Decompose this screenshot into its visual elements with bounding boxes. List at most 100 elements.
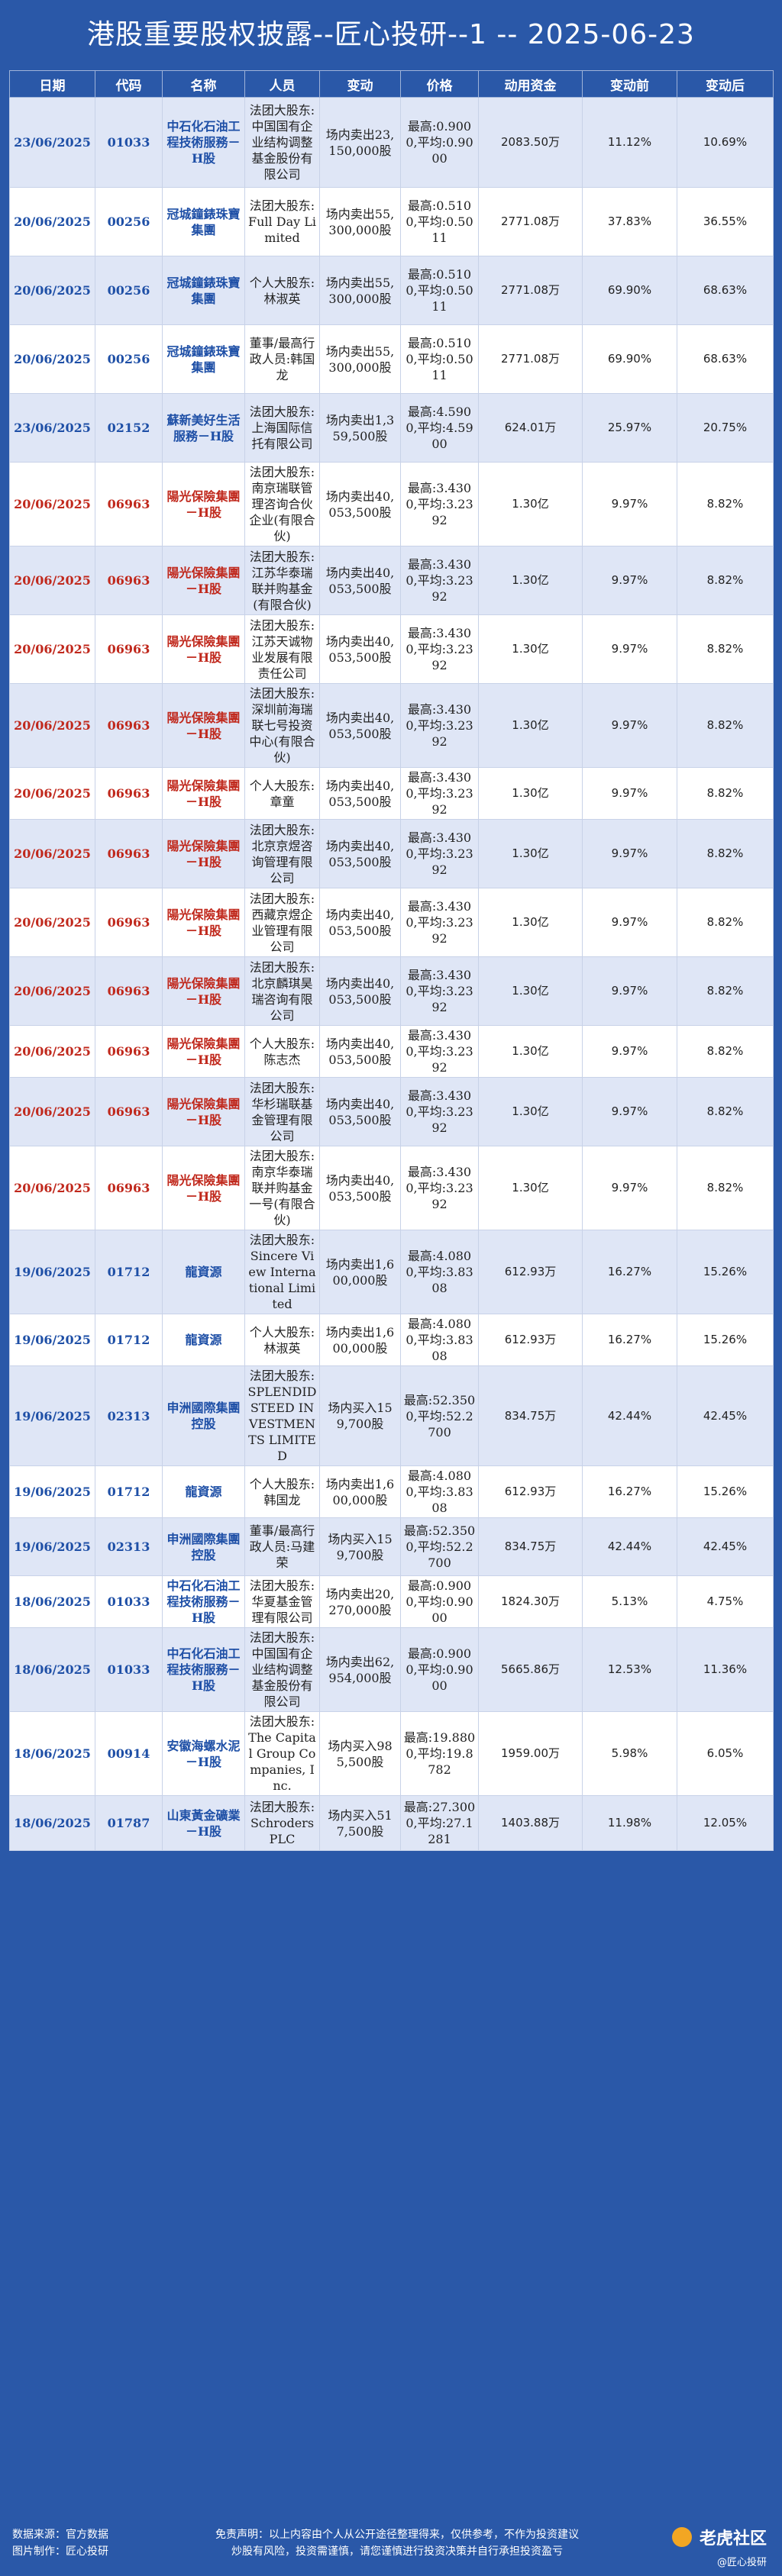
header-funds: 动用资金: [478, 70, 583, 98]
footer-credits: 数据来源：官方数据 图片制作：匠心投研: [12, 2526, 108, 2560]
cell-code: 00914: [95, 1711, 163, 1796]
cell-person: 法团大股东:深圳前海瑞联七号投资中心(有限合伙): [244, 683, 320, 768]
table-row: 19/06/2025 02313 申洲國際集團控股 董事/最高行政人员:马建荣 场内买入…: [9, 1517, 774, 1576]
cell-after: 6.05%: [677, 1711, 774, 1796]
table-row: 20/06/2025 06963 陽光保險集團－H股 法团大股东:北京京煜咨询管理有限…: [9, 819, 774, 888]
cell-funds: 1.30亿: [478, 1025, 583, 1078]
table-row: 23/06/2025 01033 中石化石油工程技術服務－H股 法团大股东:中国国有企…: [9, 97, 774, 188]
cell-person: 董事/最高行政人员:马建荣: [244, 1517, 320, 1576]
cell-after: 36.55%: [677, 187, 774, 256]
table-row: 18/06/2025 01033 中石化石油工程技術服務－H股 法团大股东:华夏基金管…: [9, 1575, 774, 1628]
cell-person: 法团大股东:华夏基金管理有限公司: [244, 1575, 320, 1628]
header-code: 代码: [95, 70, 163, 98]
header-change: 变动: [319, 70, 401, 98]
cell-funds: 1.30亿: [478, 1077, 583, 1146]
cell-date: 19/06/2025: [9, 1230, 95, 1314]
cell-code: 02313: [95, 1517, 163, 1576]
cell-funds: 1403.88万: [478, 1795, 583, 1851]
cell-code: 06963: [95, 1025, 163, 1078]
cell-name: 陽光保險集團－H股: [162, 1077, 245, 1146]
table-row: 20/06/2025 06963 陽光保險集團－H股 法团大股东:深圳前海瑞联七号投资…: [9, 683, 774, 768]
disclosure-table: 日期 代码 名称 人员 变动 价格 动用资金 变动前 变动后 23/06/202…: [9, 70, 774, 1851]
logo-text: 老虎社区: [699, 2529, 767, 2549]
cell-funds: 1.30亿: [478, 462, 583, 546]
table-row: 18/06/2025 00914 安徽海螺水泥－H股 法团大股东:The Capita…: [9, 1711, 774, 1796]
cell-price: 最高:0.5100,平均:0.5011: [400, 256, 479, 325]
table-row: 19/06/2025 02313 申洲國際集團控股 法团大股东:SPLENDID ST…: [9, 1365, 774, 1466]
cell-date: 20/06/2025: [9, 462, 95, 546]
footer-disclaimer: 免责声明：以上内容由个人从公开途径整理得来，仅供参考，不作为投资建议 炒股有风险…: [183, 2526, 611, 2560]
table-header-row: 日期 代码 名称 人员 变动 价格 动用资金 变动前 变动后: [9, 70, 774, 98]
cell-person: 个人大股东:章童: [244, 767, 320, 820]
cell-date: 20/06/2025: [9, 324, 95, 394]
cell-name: 蘇新美好生活服務－H股: [162, 393, 245, 463]
cell-name: 陽光保險集團－H股: [162, 1025, 245, 1078]
cell-before: 9.97%: [582, 956, 677, 1026]
cell-change: 场内卖出20,270,000股: [319, 1575, 401, 1628]
table-row: 19/06/2025 01712 龍資源 个人大股东:韩国龙 场内卖出1,600,000…: [9, 1465, 774, 1518]
table-row: 20/06/2025 06963 陽光保險集團－H股 法团大股东:江苏天诚物业发展有限…: [9, 614, 774, 684]
cell-name: 陽光保險集團－H股: [162, 546, 245, 615]
cell-person: 个人大股东:林淑英: [244, 256, 320, 325]
cell-funds: 2083.50万: [478, 97, 583, 188]
cell-before: 69.90%: [582, 324, 677, 394]
cell-funds: 1.30亿: [478, 888, 583, 957]
table-row: 20/06/2025 06963 陽光保險集團－H股 法团大股东:南京华泰瑞联并购基金…: [9, 1146, 774, 1230]
cell-price: 最高:0.9000,平均:0.9000: [400, 97, 479, 188]
cell-name: 龍資源: [162, 1314, 245, 1366]
cell-before: 9.97%: [582, 614, 677, 684]
cell-name: 陽光保險集團－H股: [162, 956, 245, 1026]
cell-code: 01033: [95, 1575, 163, 1628]
cell-code: 06963: [95, 462, 163, 546]
cell-price: 最高:0.5100,平均:0.5011: [400, 187, 479, 256]
table-row: 20/06/2025 00256 冠城鐘錶珠寶集團 董事/最高行政人员:韩国龙 场内卖出…: [9, 324, 774, 394]
cell-funds: 1.30亿: [478, 956, 583, 1026]
cell-code: 00256: [95, 187, 163, 256]
cell-funds: 1.30亿: [478, 614, 583, 684]
cell-code: 06963: [95, 683, 163, 768]
cell-person: 个人大股东:林淑英: [244, 1314, 320, 1366]
cell-funds: 2771.08万: [478, 256, 583, 325]
cell-after: 8.82%: [677, 462, 774, 546]
cell-price: 最高:3.4300,平均:3.2392: [400, 462, 479, 546]
cell-code: 00256: [95, 256, 163, 325]
cell-after: 8.82%: [677, 1146, 774, 1230]
cell-price: 最高:3.4300,平均:3.2392: [400, 819, 479, 888]
footer-logo: 老虎社区 @匠心投研: [671, 2525, 767, 2568]
cell-person: 法团大股东:Sincere View International Limited: [244, 1230, 320, 1314]
cell-name: 陽光保險集團－H股: [162, 819, 245, 888]
table-row: 20/06/2025 06963 陽光保險集團－H股 个人大股东:章童 场内卖出40,0…: [9, 767, 774, 820]
cell-date: 18/06/2025: [9, 1627, 95, 1712]
logo-sub: @匠心投研: [716, 2557, 767, 2568]
cell-code: 01787: [95, 1795, 163, 1851]
cell-funds: 2771.08万: [478, 324, 583, 394]
cell-before: 5.98%: [582, 1711, 677, 1796]
cell-code: 02313: [95, 1365, 163, 1466]
cell-date: 20/06/2025: [9, 1077, 95, 1146]
cell-name: 冠城鐘錶珠寶集團: [162, 187, 245, 256]
footer-source: 数据来源：官方数据: [12, 2529, 108, 2541]
cell-before: 9.97%: [582, 683, 677, 768]
cell-price: 最高:3.4300,平均:3.2392: [400, 1146, 479, 1230]
cell-code: 06963: [95, 819, 163, 888]
cell-change: 场内卖出62,954,000股: [319, 1627, 401, 1712]
cell-name: 龍資源: [162, 1230, 245, 1314]
cell-date: 20/06/2025: [9, 1146, 95, 1230]
table-row: 19/06/2025 01712 龍資源 个人大股东:林淑英 场内卖出1,600,000…: [9, 1314, 774, 1366]
cell-date: 20/06/2025: [9, 1025, 95, 1078]
cell-person: 法团大股东:中国国有企业结构调整基金股份有限公司: [244, 1627, 320, 1712]
cell-funds: 2771.08万: [478, 187, 583, 256]
cell-price: 最高:3.4300,平均:3.2392: [400, 614, 479, 684]
cell-code: 01033: [95, 1627, 163, 1712]
cell-funds: 1.30亿: [478, 819, 583, 888]
cell-name: 陽光保險集團－H股: [162, 683, 245, 768]
cell-change: 场内卖出55,300,000股: [319, 256, 401, 325]
cell-change: 场内买入159,700股: [319, 1365, 401, 1466]
cell-name: 申洲國際集團控股: [162, 1365, 245, 1466]
cell-name: 陽光保險集團－H股: [162, 462, 245, 546]
cell-funds: 612.93万: [478, 1465, 583, 1518]
cell-date: 18/06/2025: [9, 1711, 95, 1796]
cell-price: 最高:0.9000,平均:0.9000: [400, 1575, 479, 1628]
footer-maker: 图片制作：匠心投研: [12, 2545, 108, 2558]
cell-change: 场内买入159,700股: [319, 1517, 401, 1576]
